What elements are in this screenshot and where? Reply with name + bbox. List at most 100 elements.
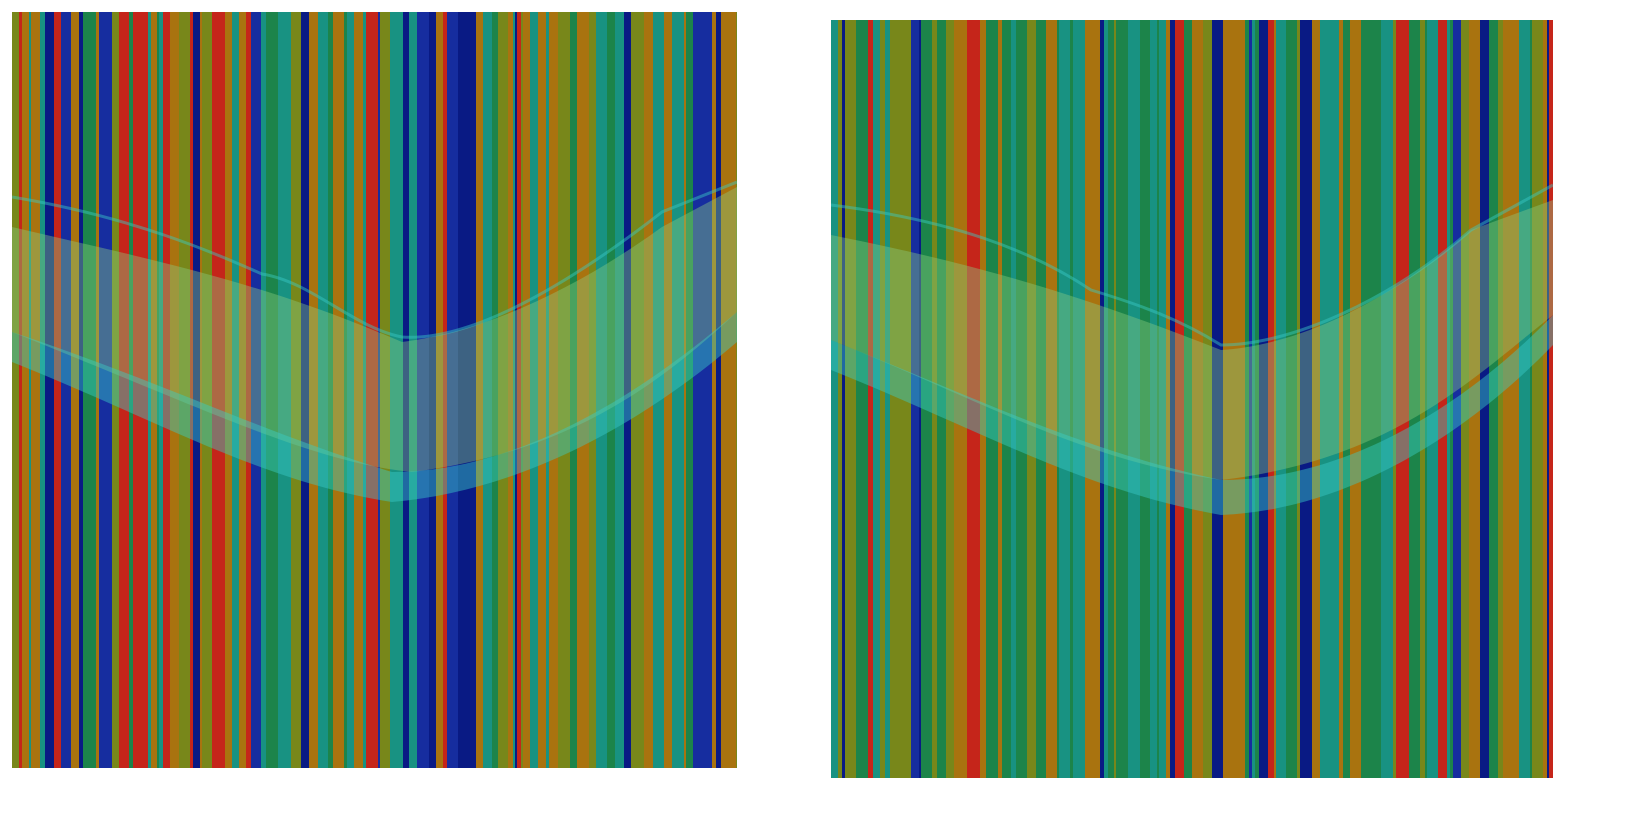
heatmap-stripe [1085,20,1096,778]
heatmap-stripe [246,12,252,768]
heatmap-stripe [538,12,547,768]
heatmap-stripe [366,12,379,768]
heatmap-stripe [291,12,302,768]
heatmap-stripe [919,20,922,778]
heatmap-stripe [1336,20,1340,778]
heatmap-stripe [483,12,486,768]
heatmap-stripe [1059,20,1065,778]
heatmap-stripe [1097,20,1101,778]
heatmap-stripe [986,20,999,778]
heatmap-stripe [1104,20,1109,778]
heatmap-stripe [1547,20,1550,778]
heatmap-stripe [54,12,62,768]
heatmap-stripe [96,12,100,768]
heatmap-stripe [1044,20,1047,778]
heatmap-stripe [407,12,410,768]
heatmap-stripe [476,12,484,768]
heatmap-stripe [644,12,654,768]
heatmap-stripe [301,12,310,768]
heatmap-stripe [344,12,348,768]
heatmap-stripe [1489,20,1499,778]
heatmap-stripe [99,12,113,768]
stripes [12,12,737,768]
heatmap-stripe [664,12,673,768]
heatmap-stripe [83,12,97,768]
heatmap-stripe [193,12,201,768]
heatmap-stripe [1159,20,1167,778]
heatmap-stripe [399,12,404,768]
heatmap-stripe [159,12,164,768]
heatmap-stripe [1409,20,1421,778]
heatmap-left-svg [12,12,737,768]
heatmap-stripe [513,12,516,768]
heatmap-stripe [838,20,843,778]
heatmap-stripe [856,20,869,778]
heatmap-stripe [390,12,400,768]
heatmap-stripe [170,12,180,768]
heatmap-stripe [200,12,203,768]
heatmap-stripe [1503,20,1514,778]
retina-layer-tint [831,200,1553,480]
heatmap-stripe [672,12,685,768]
heatmap-stripe [1420,20,1426,778]
heatmap-stripe [29,12,32,768]
heatmap-stripe [1475,20,1481,778]
heatmap-stripe [112,12,120,768]
heatmap-stripe [1002,20,1012,778]
heatmap-stripe [1427,20,1439,778]
heatmap-stripe [140,12,149,768]
heatmap-stripe [212,12,226,768]
heatmap-stripe [712,12,717,768]
heatmap-stripe [1519,20,1531,778]
retina-layer-band [12,187,737,472]
heatmap-stripe [202,12,213,768]
heatmap-stripe [1116,20,1129,778]
heatmap-stripe [22,12,30,768]
heatmap-stripe [1073,20,1086,778]
heatmap-stripe [653,12,665,768]
heatmap-stripe [1223,20,1237,778]
heatmap-stripe [1320,20,1331,778]
heatmap-stripe [1175,20,1185,778]
heatmap-stripe [1361,20,1374,778]
heatmap-stripe [1276,20,1287,778]
heatmap-stripe [328,12,334,768]
heatmap-stripe [734,12,737,768]
heatmap-stripe [1128,20,1141,778]
heatmap-stripe [498,12,509,768]
heatmap-stripe [1532,20,1544,778]
heatmap-stripe [1100,20,1105,778]
retina-rpe-band [831,315,1553,515]
heatmap-stripe [721,12,735,768]
heatmap-stripe [1396,20,1410,778]
heatmap-stripe [890,20,901,778]
heatmap-stripe [521,12,524,768]
heatmap-stripe [190,12,194,768]
heatmap-stripe [1480,20,1490,778]
heatmap-stripe [596,12,608,768]
heatmap-stripe [1343,20,1351,778]
heatmap-stripe [1300,20,1313,778]
heatmap-stripe [380,12,391,768]
heatmap-stripe [515,12,518,768]
heatmap-stripe [1447,20,1451,778]
heatmap-stripe [71,12,80,768]
heatmap-stripe [1114,20,1117,778]
heatmap-stripe [278,12,292,768]
heatmap-stripe [417,12,430,768]
heatmap-stripe [1255,20,1260,778]
heatmap-stripe [624,12,632,768]
heatmap-stripe [1192,20,1204,778]
heatmap-stripe [1157,20,1160,778]
heatmap-right-svg [831,20,1553,778]
heatmap-stripe [133,12,141,768]
heatmap-stripe [523,12,531,768]
heatmap-stripe [1453,20,1462,778]
heatmap-stripe [546,12,550,768]
heatmap-stripe [179,12,191,768]
heatmap-stripe [1393,20,1397,778]
heatmap-stripe [443,12,448,768]
heatmap-stripe [1095,20,1098,778]
heatmap-stripe [266,12,279,768]
heatmap-stripe [1312,20,1321,778]
